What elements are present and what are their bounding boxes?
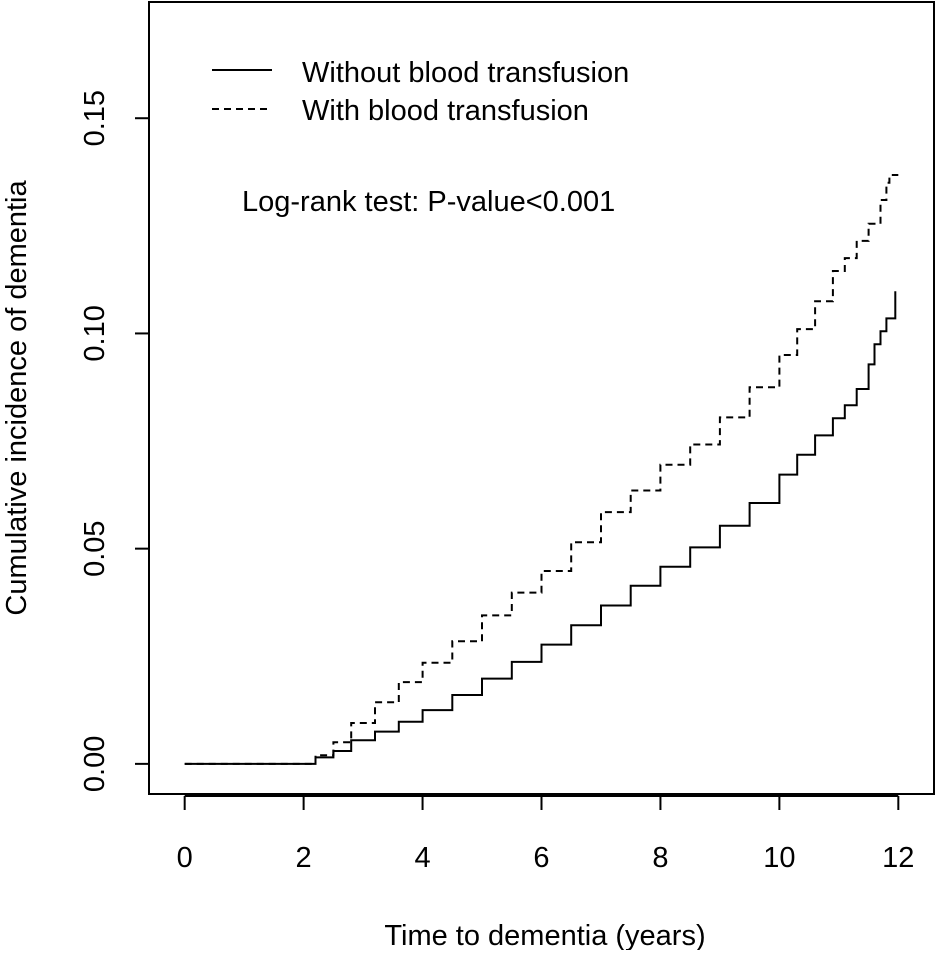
x-axis-title: Time to dementia (years) [384,920,705,950]
series-line-without-transfusion [184,291,897,765]
legend-label-without-transfusion: Without blood transfusion [302,57,629,89]
y-axis-title: Cumulative incidence of dementia [1,180,33,616]
log-rank-annotation: Log-rank test: P-value<0.001 [242,186,615,218]
y-tick-label: 0.05 [79,520,111,576]
x-tick-label: 2 [296,842,312,874]
y-tick-label: 0.00 [79,736,111,792]
x-tick-label: 4 [414,842,430,874]
x-tick-label: 0 [177,842,193,874]
series-line-with-transfusion [184,174,899,765]
legend-label-with-transfusion: With blood transfusion [302,95,589,127]
y-tick-label: 0.15 [79,90,111,146]
x-tick-label: 6 [533,842,549,874]
x-tick-label: 8 [652,842,668,874]
legend: Without blood transfusion With blood tra… [212,57,629,127]
curves-layer [184,174,899,765]
x-axis: 0 2 4 6 8 10 12 [177,795,914,874]
y-axis: 0.00 0.05 0.10 0.15 [79,90,150,792]
x-tick-label: 12 [882,842,914,874]
x-tick-label: 10 [763,842,795,874]
y-tick-label: 0.10 [79,305,111,361]
